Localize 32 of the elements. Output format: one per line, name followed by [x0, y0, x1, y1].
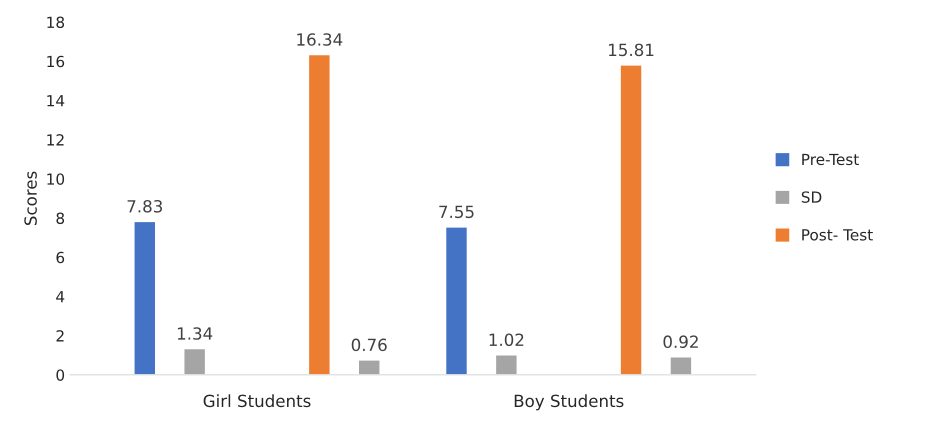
bar	[444, 226, 468, 375]
data-label: 0.92	[663, 335, 698, 348]
y-tick-label: 4	[56, 291, 64, 302]
legend-label: SD	[802, 191, 822, 203]
y-tick-label: 8	[56, 212, 64, 224]
bar	[669, 356, 693, 375]
legend-label: Pre-Test	[802, 154, 859, 166]
data-label: 16.34	[297, 33, 342, 46]
data-label: 15.81	[609, 44, 654, 56]
data-label: 7.55	[439, 206, 474, 218]
data-label: 1.02	[490, 333, 524, 346]
bar	[308, 54, 331, 375]
bar	[494, 354, 518, 375]
y-tick-label: 12	[47, 134, 64, 146]
y-tick-label: 16	[47, 56, 64, 68]
y-tick-label: 2	[56, 330, 64, 342]
y-tick-label: 0	[56, 369, 64, 381]
y-tick-label: 14	[47, 95, 64, 106]
bar	[183, 348, 206, 375]
legend-label: Post- Test	[802, 229, 873, 241]
data-label: 0.76	[352, 338, 387, 352]
data-label: 1.34	[178, 327, 212, 340]
y-tick-label: 6	[56, 252, 64, 264]
bar	[619, 64, 643, 375]
y-axis-title: Scores	[24, 172, 37, 226]
y-tick-label: 10	[47, 173, 64, 185]
bar	[358, 359, 381, 375]
y-tick-label: 18	[47, 16, 64, 28]
x-tick-label: Girl Students	[204, 394, 310, 408]
bar	[133, 220, 156, 375]
data-label: 7.83	[128, 200, 162, 213]
x-tick-label: Boy Students	[514, 394, 624, 410]
